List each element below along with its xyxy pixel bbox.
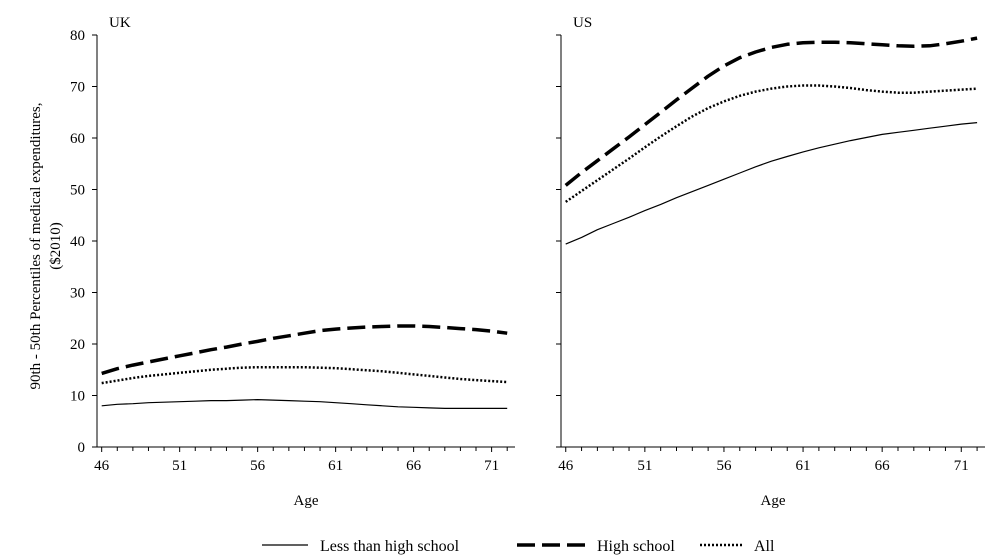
- y-tick-label: 60: [70, 131, 85, 147]
- uk-panel: 0 10 20 30 40 50 60 70 80 46 51 56 61 66 71 Age UK: [70, 15, 515, 509]
- x-tick-label: 51: [637, 458, 652, 474]
- legend-label: High school: [597, 538, 675, 555]
- us-panel: 46 51 56 61 66 71 Age US: [556, 15, 985, 509]
- x-tick-label: 46: [94, 458, 110, 474]
- series-line-high-school: [564, 36, 978, 187]
- series-line-less-than-high-school: [565, 122, 978, 245]
- legend-label: All: [754, 538, 775, 555]
- y-axis-title-line1: 90th - 50th Percentiles of medical expen…: [28, 103, 44, 390]
- x-tick-label: 56: [716, 458, 732, 474]
- x-tick-label: 71: [954, 458, 969, 474]
- x-tick-label: 66: [406, 458, 422, 474]
- legend: Less than high school High school All: [262, 538, 775, 555]
- series-line-all: [101, 365, 508, 385]
- series-line-less-than-high-school: [101, 399, 508, 409]
- y-axis-title-line2: ($2010): [48, 222, 64, 270]
- y-tick-label: 0: [78, 440, 86, 456]
- x-tick-label: 46: [558, 458, 574, 474]
- x-axis-title: Age: [294, 493, 319, 509]
- y-tick-label: 80: [70, 28, 85, 44]
- y-tick-label: 50: [70, 183, 85, 199]
- y-tick-label: 30: [70, 286, 85, 302]
- series-line-high-school: [101, 324, 508, 376]
- x-tick-label: 61: [796, 458, 811, 474]
- series-line-all: [564, 84, 978, 203]
- panel-title: UK: [109, 15, 131, 31]
- x-tick-label: 61: [328, 458, 343, 474]
- y-axis-title: 90th - 50th Percentiles of medical expen…: [28, 103, 64, 390]
- x-tick-label: 56: [250, 458, 266, 474]
- legend-label: Less than high school: [320, 538, 460, 555]
- x-tick-label: 51: [172, 458, 187, 474]
- y-tick-label: 20: [70, 337, 85, 353]
- panel-title: US: [573, 15, 592, 31]
- x-axis-title: Age: [761, 493, 786, 509]
- x-tick-label: 71: [484, 458, 499, 474]
- y-tick-label: 40: [70, 234, 85, 250]
- x-tick-label: 66: [875, 458, 891, 474]
- y-tick-label: 70: [70, 80, 85, 96]
- y-tick-label: 10: [70, 389, 85, 405]
